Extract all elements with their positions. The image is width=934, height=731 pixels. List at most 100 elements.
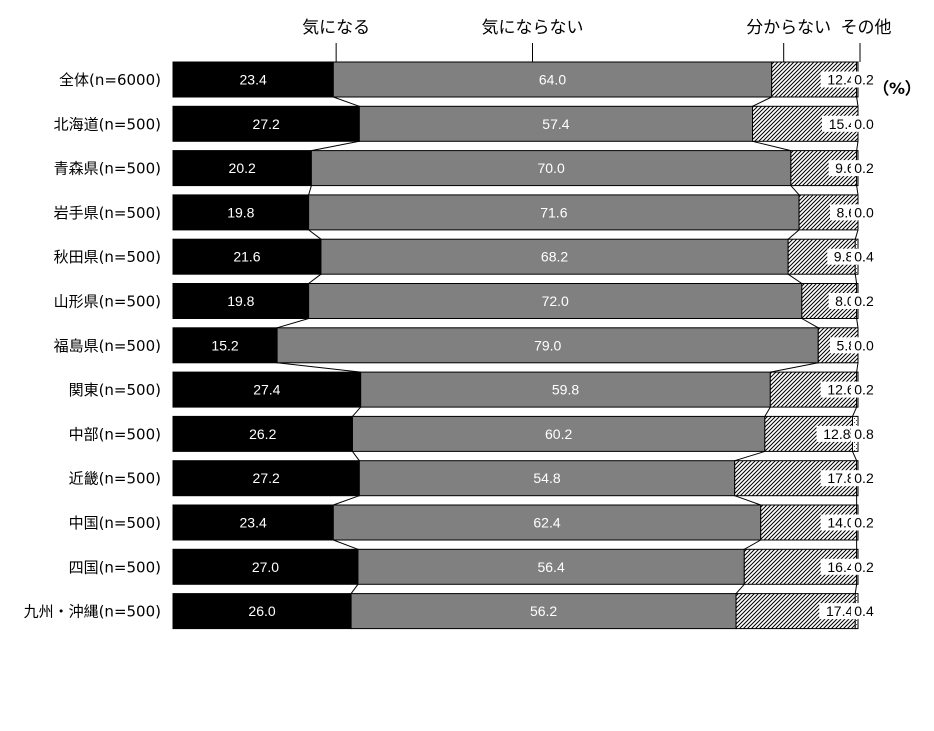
connector-line bbox=[787, 229, 800, 240]
connector-line bbox=[854, 584, 858, 594]
connector-line bbox=[744, 539, 761, 550]
value-label: 26.2 bbox=[249, 426, 276, 442]
value-label: 56.2 bbox=[530, 603, 557, 619]
connector-line bbox=[764, 406, 771, 417]
legend-label: 気にならない bbox=[481, 18, 583, 38]
value-label: 70.0 bbox=[537, 160, 564, 176]
value-label: 27.2 bbox=[253, 116, 280, 132]
connector-line bbox=[787, 273, 803, 284]
value-label: 54.8 bbox=[533, 470, 560, 486]
value-label-bg bbox=[828, 160, 855, 177]
legend-label: 分からない bbox=[746, 18, 831, 38]
connector-line bbox=[352, 451, 360, 461]
bar-segment bbox=[172, 327, 278, 364]
category-label: 青森県(n=500) bbox=[54, 160, 161, 178]
unit-label: （%） bbox=[873, 79, 921, 98]
connector-line bbox=[752, 140, 791, 152]
value-label: 17.4 bbox=[826, 603, 853, 619]
value-label: 0.2 bbox=[854, 515, 874, 531]
category-label: 岩手県(n=500) bbox=[54, 204, 161, 222]
bar-segment bbox=[351, 415, 766, 452]
value-label-bg bbox=[820, 514, 855, 531]
connector-line bbox=[352, 406, 362, 417]
value-label: 71.6 bbox=[540, 204, 567, 220]
connector-line bbox=[276, 318, 309, 329]
bar-segment bbox=[172, 194, 310, 231]
value-label: 0.2 bbox=[854, 72, 874, 88]
bar-segment bbox=[172, 105, 360, 142]
value-label-bg bbox=[822, 115, 856, 132]
connector-line bbox=[856, 362, 859, 373]
category-label: 北海道(n=500) bbox=[54, 115, 161, 133]
value-label-bg bbox=[827, 248, 854, 265]
connector-line bbox=[852, 451, 858, 461]
value-label-bg bbox=[851, 470, 877, 487]
connector-line bbox=[308, 273, 322, 284]
value-label-bg bbox=[820, 381, 855, 398]
connector-line bbox=[734, 495, 761, 506]
connector-line bbox=[856, 141, 859, 151]
value-label: 0.2 bbox=[854, 382, 874, 398]
connector-line bbox=[735, 583, 745, 594]
bar-segment bbox=[172, 504, 334, 541]
value-label-bg bbox=[851, 204, 877, 221]
category-label: 秋田県(n=500) bbox=[54, 248, 161, 266]
bar-segment bbox=[172, 150, 312, 187]
value-label: 12.8 bbox=[823, 426, 850, 442]
bar-segment bbox=[172, 371, 362, 408]
value-label-bg bbox=[819, 603, 854, 620]
connector-line bbox=[856, 318, 859, 328]
value-label-bg bbox=[830, 204, 856, 221]
value-label: 8.0 bbox=[835, 293, 855, 309]
category-label: 中部(n=500) bbox=[69, 425, 161, 443]
value-label-bg bbox=[851, 603, 877, 620]
bar-segment bbox=[308, 194, 800, 231]
category-label: 中国(n=500) bbox=[69, 514, 161, 532]
bar-segment bbox=[276, 327, 819, 364]
value-label: 0.2 bbox=[854, 559, 874, 575]
value-label: 0.2 bbox=[854, 470, 874, 486]
value-label: 15.4 bbox=[829, 116, 856, 132]
bar-segment bbox=[360, 371, 771, 408]
connector-line bbox=[350, 584, 359, 594]
value-label: 27.4 bbox=[253, 382, 280, 398]
connector-lines bbox=[276, 96, 859, 594]
value-label: 79.0 bbox=[534, 337, 561, 353]
value-label: 21.6 bbox=[233, 249, 260, 265]
value-label-bg bbox=[820, 470, 855, 487]
connector-line bbox=[852, 406, 858, 417]
value-label: 64.0 bbox=[539, 72, 566, 88]
value-label: 15.2 bbox=[211, 337, 238, 353]
connector-line bbox=[333, 495, 360, 506]
value-label: 16.4 bbox=[827, 559, 854, 575]
value-label: 14.0 bbox=[827, 515, 854, 531]
legend-label: その他 bbox=[841, 18, 892, 38]
value-label: 19.8 bbox=[227, 293, 254, 309]
value-label: 60.2 bbox=[545, 426, 572, 442]
value-label-bg bbox=[830, 337, 856, 354]
bar-segment bbox=[172, 61, 334, 98]
category-label: 福島県(n=500) bbox=[54, 337, 161, 355]
connector-line bbox=[752, 96, 772, 107]
value-label: 20.2 bbox=[229, 160, 256, 176]
legend-label: 気になる bbox=[302, 18, 370, 38]
bar-segment bbox=[172, 415, 353, 452]
category-label: 四国(n=500) bbox=[69, 558, 161, 576]
connector-line bbox=[770, 362, 819, 373]
category-labels: 全体(n=6000) 北海道(n=500) 青森県(n=500) 岩手県(n=500)… bbox=[24, 71, 161, 621]
value-label: 19.8 bbox=[227, 204, 254, 220]
value-label: 27.2 bbox=[253, 470, 280, 486]
value-label: 0.4 bbox=[854, 249, 874, 265]
connector-line bbox=[311, 140, 360, 152]
bar-segment bbox=[308, 283, 803, 319]
bar-segment bbox=[310, 150, 792, 187]
value-label-bg bbox=[851, 115, 877, 132]
value-label: 56.4 bbox=[537, 559, 564, 575]
bar-segment bbox=[332, 61, 773, 98]
value-label-bg bbox=[820, 558, 855, 575]
category-label: 山形県(n=500) bbox=[54, 293, 161, 311]
connector-line bbox=[308, 229, 322, 240]
value-label-bg bbox=[851, 160, 877, 177]
value-label: 12.6 bbox=[827, 382, 854, 398]
